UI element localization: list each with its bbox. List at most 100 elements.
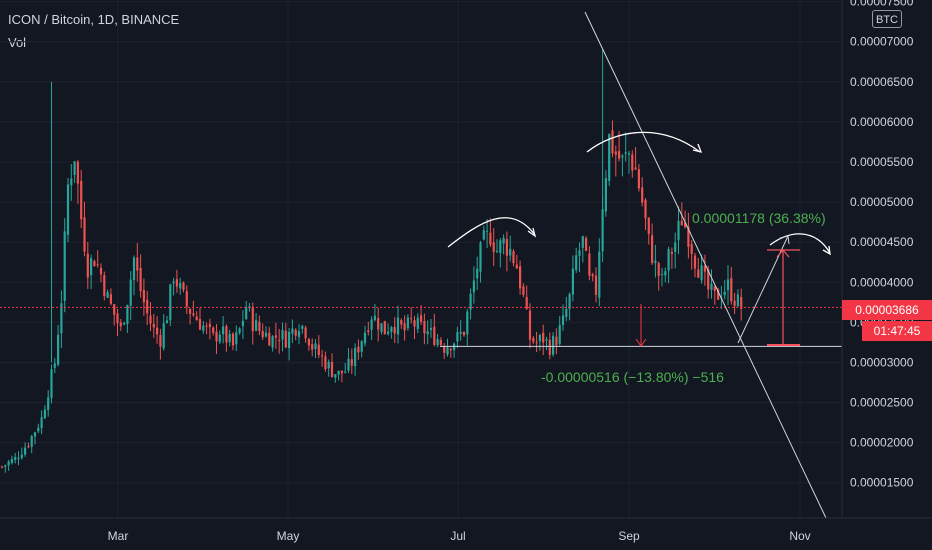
candle-body [367,330,370,333]
candle-body [618,150,621,159]
candle-body [502,237,505,244]
candle-body [182,282,185,290]
candle-body [680,220,683,226]
candle-body [228,333,231,343]
y-tick-label: 0.00003000 [850,355,914,369]
candle-body [73,161,76,176]
candle-body [575,255,578,271]
candle-body [509,248,512,256]
candle-body [96,264,99,266]
candle-body [76,161,79,184]
candle-body [631,154,634,171]
axis-frame [0,0,932,519]
y-tick-label: 0.00002000 [850,436,914,450]
candle-body [132,257,136,281]
candle-body [449,348,452,351]
candle-body [436,338,439,346]
gain-label: 0.00001178 (36.38%) [692,210,826,226]
x-tick-label: Jul [450,529,465,543]
candle-body [20,454,23,459]
candle-body [30,436,33,447]
candle-body [571,268,574,295]
candle-body [53,363,56,368]
candle-body [740,297,743,309]
candle-body [723,291,726,296]
volume-indicator-label[interactable]: Vol [8,35,27,50]
candle-body [7,461,10,466]
candle-body [274,335,277,338]
y-axis[interactable]: 0.00001500 0.00002000 0.00002500 0.00003000… [850,0,914,490]
y-tick-label: 0.00006000 [850,115,914,129]
candle-body [324,356,327,370]
candle-body [604,178,607,212]
y-tick-label: 0.00002500 [850,396,914,410]
candle-body [482,230,485,240]
x-axis[interactable]: Mar May Jul Sep Nov [108,529,811,543]
candle-body [83,217,86,252]
candle-body [479,242,482,272]
candle-body [476,268,479,279]
candle-body [693,255,697,269]
candle-body [736,294,739,307]
candle-body [314,343,317,350]
candle-body [383,320,386,335]
candle-body [126,304,129,324]
candle-body [27,446,30,448]
candle-body [169,284,172,321]
candle-body [251,307,254,332]
candle-body [278,339,281,341]
candle-body [297,331,301,337]
candle-body [159,334,162,347]
candle-body [611,130,614,154]
candle-body [713,286,716,291]
candle-body [380,323,383,332]
candle-body [545,339,548,341]
projection-arrowhead [779,235,790,245]
candle-body [532,337,535,342]
candle-body [690,244,693,254]
candle-body [538,334,541,342]
candle-body [116,313,119,324]
candle-body [330,362,334,377]
candle-body [390,327,393,332]
candle-body [433,326,436,345]
candle-body [710,283,713,290]
symbol-title: ICON / Bitcoin, 1D, BINANCE [8,12,180,27]
currency-badge[interactable]: BTC [872,10,902,28]
candle-body [109,294,112,304]
candle-body [462,331,466,336]
candle-body [344,371,347,373]
y-tick-label: 0.00007000 [850,35,914,49]
candle-body [202,325,205,331]
arc-right-arrowhead [822,245,831,256]
arc-head [586,131,701,153]
candle-body [311,344,314,350]
candle-body [152,324,155,328]
candle-body [426,331,429,335]
candle-body [608,134,611,181]
y-tick-label: 0.00007500 [850,0,914,9]
candle-body [93,261,96,267]
candle-body [647,217,650,234]
candle-body [231,333,235,346]
loss-label: -0.00000516 (−13.80%) −516 [541,369,724,385]
candle-body [489,232,492,245]
candle-body [660,273,664,275]
candle-body [245,307,248,319]
candle-body [370,319,373,330]
grid [0,0,842,518]
candle-body [304,327,307,339]
candle-body [416,317,419,329]
arc-right-shoulder [769,233,831,254]
candle-body [215,331,218,342]
arc-left-arrowhead [527,227,537,238]
descending-trendline [584,11,827,519]
candle-body [258,321,261,332]
candle-body [621,155,624,158]
candle-body [624,152,627,154]
y-tick-label: 0.00005500 [850,155,914,169]
candle-body [499,240,502,254]
candle-body [486,230,489,232]
candle-body [542,332,545,343]
